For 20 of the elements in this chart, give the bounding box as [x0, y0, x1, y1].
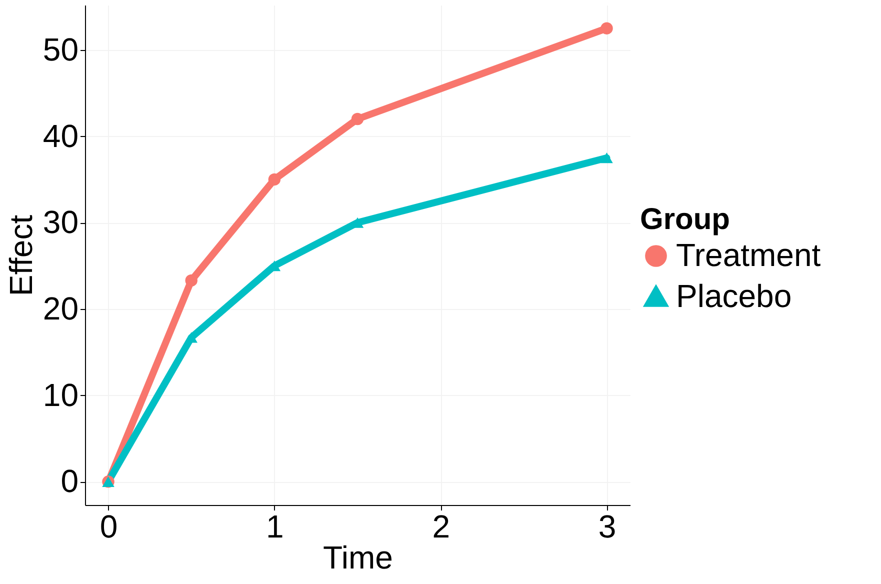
point	[600, 22, 613, 34]
point	[268, 173, 281, 186]
point	[351, 112, 364, 126]
point	[600, 152, 613, 164]
legend-label: Placebo	[676, 278, 792, 314]
legend-title: Group	[640, 203, 730, 236]
x-tick-label: 3	[598, 508, 616, 544]
y-axis-title: Effect	[2, 214, 39, 296]
x-tick-label: 1	[266, 508, 284, 544]
x-tick-label: 2	[432, 508, 450, 544]
y-tick-label: 10	[42, 376, 78, 413]
y-tick-label: 20	[42, 290, 78, 326]
y-tick-label: 0	[60, 463, 78, 500]
point	[185, 274, 198, 287]
y-tick-label: 30	[42, 204, 78, 240]
legend-label: Treatment	[676, 237, 821, 273]
x-tick-label: 0	[100, 508, 118, 544]
y-tick-label: 50	[42, 31, 78, 68]
y-tick-label: 40	[42, 118, 78, 154]
x-axis-title: Time	[323, 540, 393, 576]
